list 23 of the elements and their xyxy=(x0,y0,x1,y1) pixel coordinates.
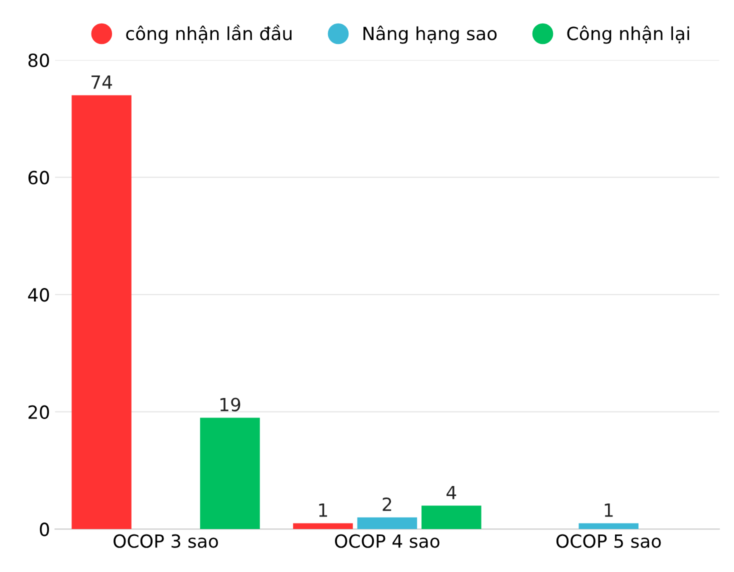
data-label: 1 xyxy=(319,504,328,517)
bar xyxy=(293,523,353,530)
bar xyxy=(357,517,418,530)
data-label: 19 xyxy=(220,398,240,412)
x-tick-label: OCOP 3 sao xyxy=(114,534,218,548)
legend-label: công nhận lần đầu xyxy=(126,24,292,44)
data-label: 4 xyxy=(446,486,456,500)
x-tick-label: OCOP 4 sao xyxy=(334,534,440,548)
data-label: 74 xyxy=(92,76,112,89)
y-tick-label: 40 xyxy=(28,288,49,302)
bar xyxy=(578,523,638,530)
y-tick-label: 20 xyxy=(28,405,49,419)
bar xyxy=(200,418,260,530)
y-tick-label: 60 xyxy=(28,170,49,184)
legend-label: Nâng hạng sao xyxy=(364,26,497,44)
bar xyxy=(72,95,132,530)
y-tick-label: 0 xyxy=(40,522,49,536)
data-label: 2 xyxy=(382,497,392,511)
x-tick-label: OCOP 5 sao xyxy=(556,534,661,548)
bar xyxy=(422,506,482,530)
data-label: 1 xyxy=(604,504,613,517)
legend-label: Công nhận lại xyxy=(567,26,690,44)
y-tick-label: 80 xyxy=(28,54,49,68)
